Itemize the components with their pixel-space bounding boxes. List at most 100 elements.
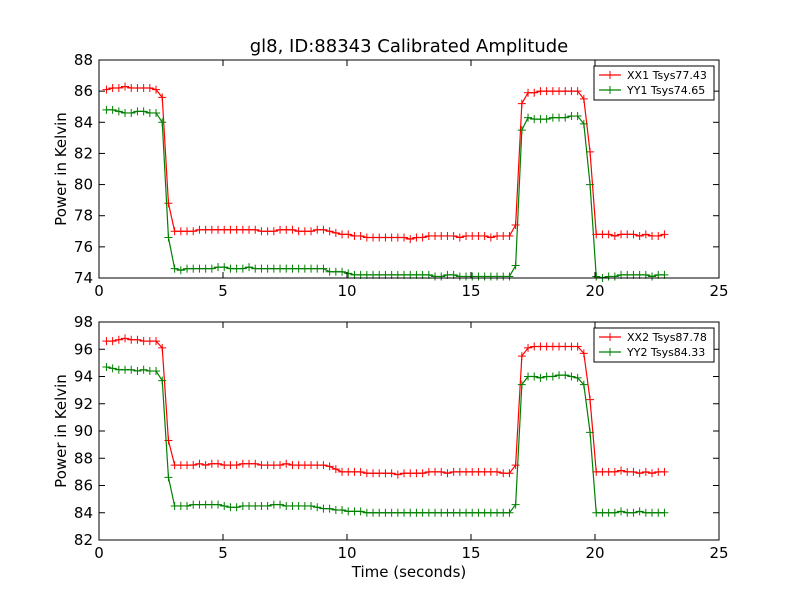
data-point xyxy=(579,94,588,103)
data-point xyxy=(604,230,613,239)
series-line xyxy=(106,337,665,476)
y-tick-label: 82 xyxy=(74,531,93,549)
data-point xyxy=(567,372,576,381)
data-point xyxy=(214,500,223,509)
data-point xyxy=(617,466,626,475)
data-point xyxy=(586,180,595,189)
legend: XX2 Tsys87.78 YY2 Tsys84.33 xyxy=(593,327,715,363)
data-point xyxy=(183,501,192,510)
data-point xyxy=(164,233,173,242)
data-point xyxy=(276,461,285,470)
y-tick-label: 80 xyxy=(74,176,93,194)
y-tick-label: 86 xyxy=(74,477,93,495)
data-point xyxy=(418,469,427,478)
data-point xyxy=(660,508,669,517)
data-point xyxy=(127,108,136,117)
y-tick-label: 92 xyxy=(74,395,93,413)
data-point xyxy=(139,107,148,116)
data-point xyxy=(517,126,526,135)
data-point xyxy=(648,272,657,281)
data-point xyxy=(319,225,328,234)
data-point xyxy=(393,470,402,479)
data-point xyxy=(524,343,533,352)
x-tick-label: 10 xyxy=(337,544,356,562)
data-point xyxy=(449,231,458,240)
data-point xyxy=(108,364,117,373)
x-tick-label: 15 xyxy=(461,282,480,300)
data-point xyxy=(356,507,365,516)
data-point xyxy=(536,373,545,382)
data-point xyxy=(573,373,582,382)
data-point xyxy=(635,469,644,478)
y-axis-label: Power in Kelvin xyxy=(52,112,70,226)
data-point xyxy=(288,225,297,234)
data-point xyxy=(189,461,198,470)
x-tick-label: 20 xyxy=(585,282,604,300)
y-tick-label: 84 xyxy=(74,504,93,522)
data-point xyxy=(121,334,130,343)
y-tick-label: 74 xyxy=(74,269,93,287)
data-point xyxy=(121,82,130,91)
y-tick-label: 94 xyxy=(74,368,93,386)
data-point xyxy=(493,467,502,476)
data-point xyxy=(207,264,216,273)
data-point xyxy=(331,228,340,237)
legend-marker xyxy=(606,333,614,341)
data-point xyxy=(505,469,514,478)
panel-2: 0 5 10 15 20 25 82 84 86 88 90 92 94 96 98 Power in Kel… xyxy=(52,313,729,581)
data-point xyxy=(629,230,638,239)
x-tick-label: 0 xyxy=(94,282,104,300)
data-point xyxy=(152,108,161,117)
data-point xyxy=(530,88,539,97)
data-point xyxy=(344,269,353,278)
y-axis-label: Power in Kelvin xyxy=(52,374,70,488)
data-point xyxy=(331,465,340,474)
data-point xyxy=(387,469,396,478)
data-point xyxy=(195,459,204,468)
data-point xyxy=(406,235,415,244)
data-point xyxy=(319,461,328,470)
data-point xyxy=(158,343,167,352)
data-point xyxy=(152,85,161,94)
data-point xyxy=(114,335,123,344)
series-2 xyxy=(102,105,669,282)
x-axis-label: Time (seconds) xyxy=(351,563,467,581)
data-point xyxy=(648,469,657,478)
data-point xyxy=(548,372,557,381)
data-point xyxy=(102,85,111,94)
legend-label: XX2 Tsys87.78 xyxy=(627,331,707,344)
data-point xyxy=(356,231,365,240)
data-point xyxy=(152,367,161,376)
data-point xyxy=(418,233,427,242)
data-point xyxy=(201,461,210,470)
y-tick-label: 76 xyxy=(74,238,93,256)
series-line xyxy=(106,109,665,279)
legend-box xyxy=(593,65,715,101)
panel-1: gl8, ID:88343 Calibrated Amplitude 0 5 10 15… xyxy=(52,36,729,300)
series-2 xyxy=(102,362,669,517)
data-point xyxy=(139,365,148,374)
data-point xyxy=(108,105,117,114)
data-point xyxy=(133,367,142,376)
data-point xyxy=(579,349,588,358)
data-point xyxy=(400,233,409,242)
data-point xyxy=(511,261,520,270)
x-tick-label: 15 xyxy=(461,544,480,562)
data-point xyxy=(654,231,663,240)
data-point xyxy=(220,501,229,510)
x-tick-label: 5 xyxy=(218,544,228,562)
data-point xyxy=(313,503,322,512)
data-point xyxy=(505,231,514,240)
data-point xyxy=(238,264,247,273)
data-point xyxy=(635,507,644,516)
data-point xyxy=(486,233,495,242)
y-tick-label: 82 xyxy=(74,144,93,162)
y-tick-label: 98 xyxy=(74,313,93,331)
data-point xyxy=(170,264,179,273)
data-point xyxy=(573,87,582,96)
data-point xyxy=(561,113,570,122)
data-point xyxy=(108,337,117,346)
data-point xyxy=(524,113,533,122)
data-point xyxy=(325,504,334,513)
legend-label: YY1 Tsys74.65 xyxy=(626,84,705,97)
